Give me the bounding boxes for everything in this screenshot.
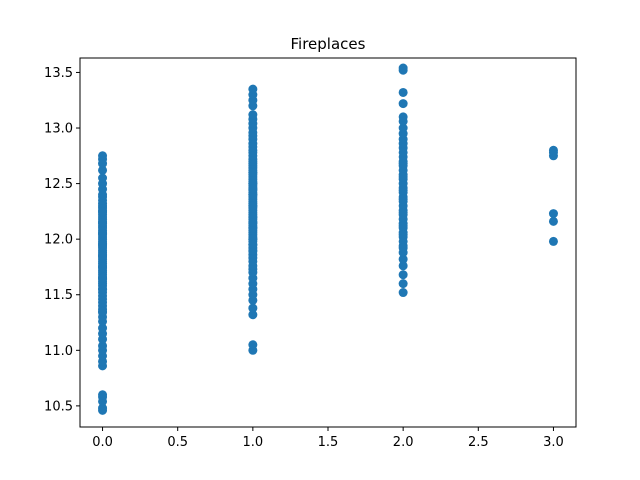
data-point bbox=[398, 221, 408, 231]
y-tick-label: 10.5 bbox=[44, 399, 73, 414]
data-point bbox=[398, 99, 408, 109]
data-point bbox=[98, 284, 108, 294]
data-point bbox=[98, 306, 108, 316]
data-point bbox=[248, 201, 258, 211]
data-point bbox=[398, 172, 408, 182]
data-point bbox=[98, 323, 108, 333]
data-point bbox=[248, 310, 258, 320]
data-point bbox=[398, 194, 408, 204]
data-point bbox=[98, 273, 108, 283]
data-point bbox=[98, 403, 108, 413]
y-axis: 10.5 11.0 11.5 12.0 12.5 13.0 13.5 bbox=[44, 66, 80, 414]
data-point bbox=[98, 217, 108, 227]
data-point bbox=[248, 217, 258, 227]
data-point bbox=[98, 262, 108, 272]
data-point bbox=[98, 151, 108, 161]
data-point bbox=[248, 110, 258, 120]
x-tick-label: 1.0 bbox=[243, 435, 264, 450]
data-point bbox=[248, 303, 258, 313]
data-point bbox=[98, 206, 108, 216]
data-point bbox=[398, 112, 408, 122]
x-tick-label: 2.5 bbox=[468, 435, 489, 450]
y-tick-label: 12.0 bbox=[44, 233, 73, 248]
x-tick-label: 1.5 bbox=[318, 435, 339, 450]
x-tick-label: 3.0 bbox=[543, 435, 564, 450]
data-point bbox=[548, 236, 558, 246]
data-point bbox=[248, 167, 258, 177]
data-point bbox=[98, 165, 108, 175]
x-tick-label: 2.0 bbox=[393, 435, 414, 450]
data-point bbox=[398, 261, 408, 271]
data-point bbox=[398, 279, 408, 289]
data-point bbox=[98, 173, 108, 183]
data-point bbox=[248, 240, 258, 250]
data-point bbox=[248, 340, 258, 350]
y-tick-label: 11.0 bbox=[44, 344, 73, 359]
data-points bbox=[98, 63, 558, 415]
data-point bbox=[398, 230, 408, 240]
data-point bbox=[398, 254, 408, 264]
data-point bbox=[398, 185, 408, 195]
data-point bbox=[398, 243, 408, 253]
data-point bbox=[248, 84, 258, 94]
x-tick-label: 0.0 bbox=[92, 435, 113, 450]
data-point bbox=[398, 123, 408, 133]
y-tick-label: 13.0 bbox=[44, 122, 73, 137]
data-point bbox=[548, 216, 558, 226]
data-point bbox=[98, 229, 108, 239]
data-point bbox=[98, 341, 108, 351]
data-point bbox=[398, 159, 408, 169]
data-point bbox=[548, 145, 558, 155]
data-point bbox=[398, 288, 408, 298]
data-point bbox=[398, 63, 408, 73]
y-tick-label: 13.5 bbox=[44, 66, 73, 81]
data-point bbox=[98, 251, 108, 261]
data-point bbox=[248, 184, 258, 194]
chart-title: Fireplaces bbox=[291, 35, 366, 53]
data-point bbox=[98, 390, 108, 400]
data-point bbox=[98, 240, 108, 250]
x-tick-label: 0.5 bbox=[167, 435, 188, 450]
data-point bbox=[548, 209, 558, 219]
y-tick-label: 11.5 bbox=[44, 288, 73, 303]
x-axis: 0.0 0.5 1.0 1.5 2.0 2.5 3.0 bbox=[92, 427, 564, 450]
data-point bbox=[398, 207, 408, 217]
y-tick-label: 12.5 bbox=[44, 177, 73, 192]
data-point bbox=[398, 87, 408, 97]
data-point bbox=[398, 270, 408, 280]
